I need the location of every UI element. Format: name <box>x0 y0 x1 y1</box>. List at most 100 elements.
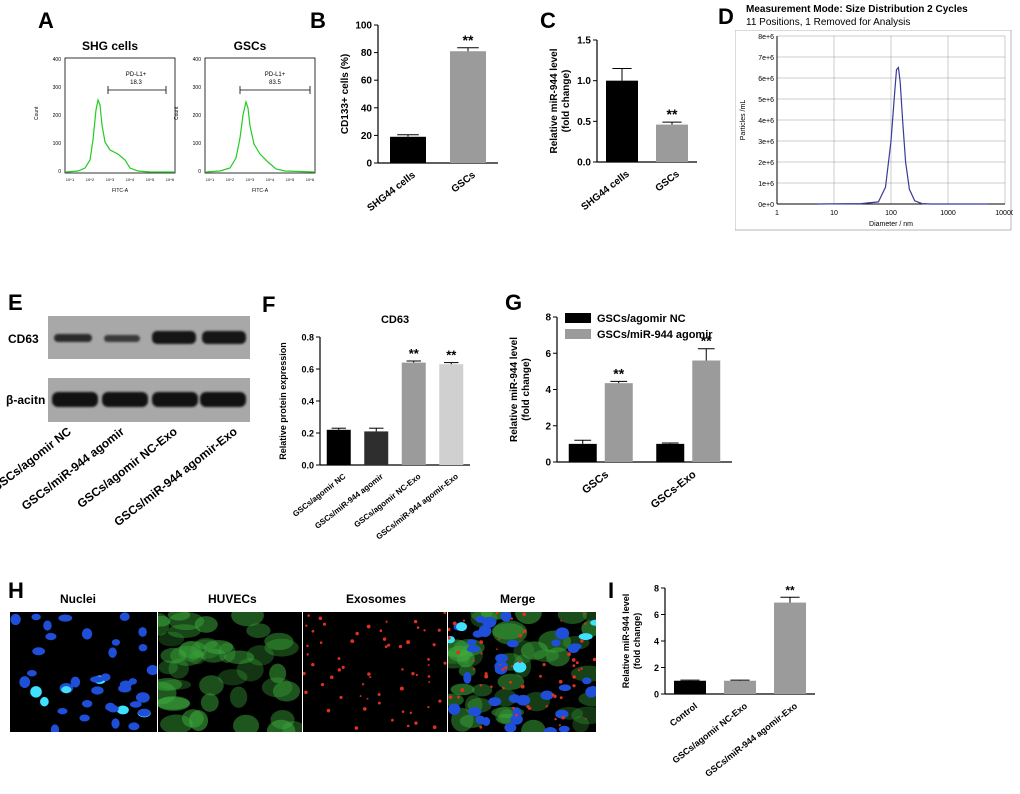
exosome-dot <box>448 627 451 632</box>
exosome-dot <box>561 715 565 720</box>
exosome-dot <box>319 641 323 644</box>
exosome-dot <box>560 619 563 622</box>
panel-letter-h: H <box>8 578 24 603</box>
nucleus <box>463 671 472 684</box>
svg-text:0: 0 <box>58 169 61 175</box>
cell-body <box>246 623 271 638</box>
nucleus <box>107 705 119 713</box>
exosome-dot <box>428 681 431 684</box>
exosome-dot <box>580 667 583 670</box>
y-tick-label: 1e+6 <box>758 181 774 188</box>
micro-label-huvecs: HUVECs <box>208 592 257 606</box>
svg-text:10^4: 10^4 <box>266 177 275 182</box>
exosome-dot <box>572 664 576 668</box>
y-axis-label: Relative protein expression <box>278 342 288 460</box>
bar <box>364 431 389 465</box>
y-tick-label: 6e+6 <box>758 76 774 83</box>
exosome-dot <box>448 695 453 699</box>
cell-body <box>178 641 202 662</box>
y-tick-label: 80 <box>361 48 373 59</box>
exosome-dot <box>337 668 342 672</box>
category-label: GSCs <box>580 469 611 497</box>
category-label: GSCs/miR-944 agomir <box>313 472 385 531</box>
nucleus <box>119 612 130 621</box>
chart-c: 0.0 0.5 1.0 1.5 Relative miR-944 level (fold … <box>549 36 697 213</box>
nucleus <box>128 722 140 731</box>
y-tick-label: 0.0 <box>577 158 591 169</box>
exosome-dot <box>472 668 476 671</box>
nucleus <box>466 645 480 653</box>
y-tick-label: 0.2 <box>301 429 314 439</box>
blot-band <box>104 335 140 342</box>
flow-yticks-gscs: 0 100 200 300 400 <box>193 57 202 175</box>
x-tick-label: 1000 <box>940 210 956 217</box>
nucleus <box>70 676 81 688</box>
exosome-dot <box>387 643 391 647</box>
exosome-dot <box>318 616 323 621</box>
y-tick-label: 7e+6 <box>758 55 774 62</box>
flow-histograms: SHG cells Count 0 100 200 300 400 10^1 1… <box>34 39 316 194</box>
micro-label-exosomes: Exosomes <box>346 592 407 606</box>
blot-band <box>200 392 246 407</box>
nucleus <box>119 680 132 689</box>
legend-swatch <box>565 313 591 323</box>
bar <box>774 602 806 694</box>
exosome-dot <box>329 675 334 680</box>
cell-body <box>160 647 187 664</box>
nucleus <box>588 685 596 697</box>
cell-body <box>533 649 560 662</box>
exosome-dot <box>484 672 488 676</box>
bar <box>724 680 756 694</box>
exosome-dot <box>448 636 451 640</box>
y-axis-label: CD133+ cells (%) <box>340 54 351 134</box>
micrograph-nuclei <box>10 612 157 732</box>
micrograph-canvas <box>448 612 596 732</box>
nucleus <box>448 703 461 715</box>
cell-body <box>231 612 264 627</box>
exosome-dot <box>366 624 371 629</box>
y-axis-label: (fold change) <box>521 358 532 421</box>
nucleus <box>91 686 104 695</box>
x-tick-label: 100 <box>885 210 897 217</box>
svg-text:0: 0 <box>198 169 201 175</box>
nucleus <box>494 664 508 675</box>
cell-body <box>168 658 189 679</box>
blot-actin <box>48 378 250 422</box>
chart-g: 0 2 4 6 8 Relative miR-944 level (fold change)… <box>509 313 732 511</box>
exosome-dot <box>443 612 447 615</box>
y-tick-label: 0 <box>654 690 659 700</box>
flow-curve-gscs <box>205 99 315 173</box>
cell-body <box>170 645 204 666</box>
nucleus <box>551 639 561 647</box>
exosome-dot <box>377 701 381 705</box>
y-tick-label: 0 <box>545 458 551 469</box>
cell-body <box>582 612 596 622</box>
y-axis-label: Relative miR-944 level <box>549 48 560 153</box>
cell-body <box>229 686 248 708</box>
flow-gate-value-shg: 18.3 <box>130 80 142 86</box>
y-tick-label: 1.5 <box>577 36 591 47</box>
exosome-dot <box>304 690 308 695</box>
exosome-dot <box>398 644 403 649</box>
exosome-dot <box>367 672 371 676</box>
cell-body <box>218 642 236 663</box>
exosome-dot <box>452 621 457 626</box>
exosome-dot <box>362 707 367 711</box>
exosome-dot <box>307 614 310 617</box>
nucleus <box>90 676 104 683</box>
y-tick-label: 0.6 <box>301 365 314 375</box>
exosome-dot <box>572 684 576 688</box>
y-tick-label: 0.8 <box>301 333 314 343</box>
y-tick-label: 2 <box>545 421 551 432</box>
nucleus <box>128 678 137 685</box>
cell-body <box>179 640 207 659</box>
nucleus <box>81 699 93 708</box>
cell-body <box>264 638 299 657</box>
nucleus <box>488 697 502 707</box>
svg-text:400: 400 <box>53 57 62 63</box>
exosome-dot <box>495 612 499 615</box>
blot-cd63 <box>48 316 250 359</box>
y-tick-label: 0e+0 <box>758 202 774 209</box>
nucleus <box>61 686 72 694</box>
category-label: Control <box>668 701 699 729</box>
